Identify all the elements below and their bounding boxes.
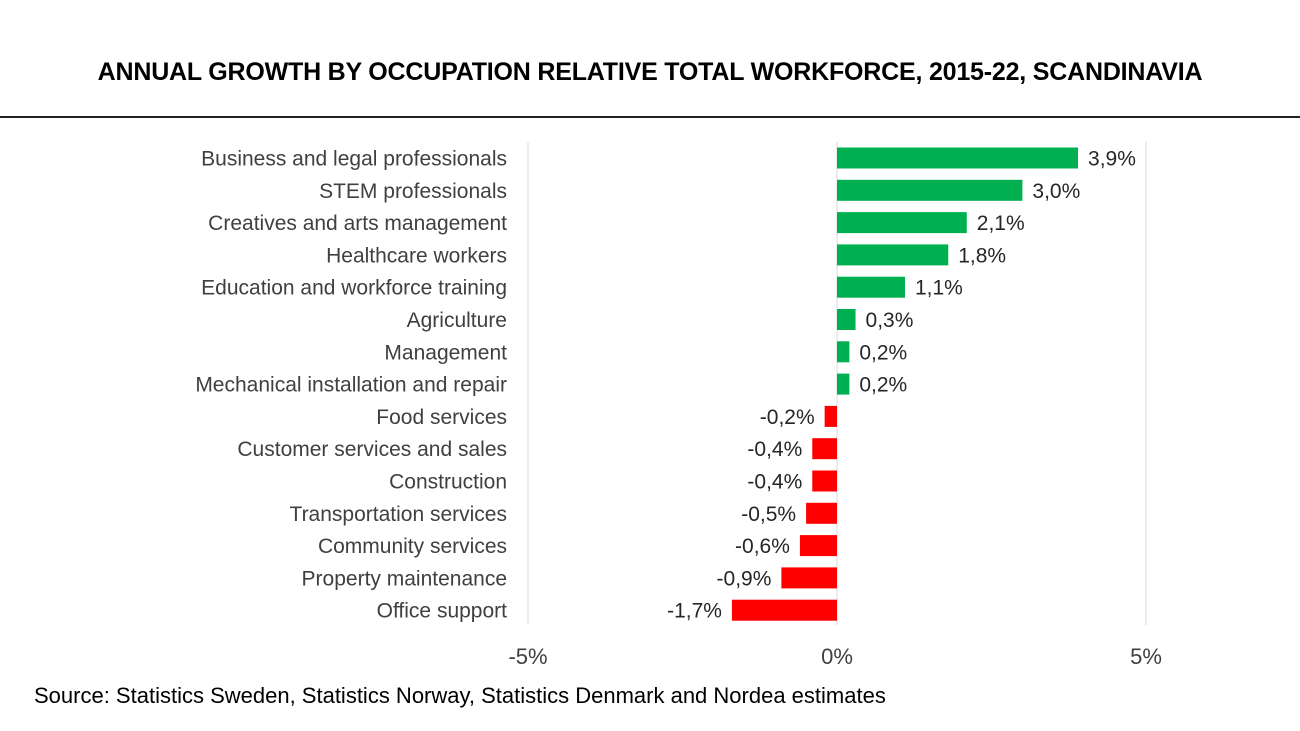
bar <box>781 567 837 589</box>
data-label: 3,0% <box>1032 180 1080 203</box>
x-tick-label: 0% <box>821 644 853 669</box>
category-label: Property maintenance <box>302 567 507 590</box>
category-label: Office support <box>377 600 508 623</box>
category-label: Food services <box>376 406 507 429</box>
data-label: -0,4% <box>747 471 802 494</box>
bar-chart: Business and legal professionals STEM pro… <box>195 142 1162 669</box>
bar <box>812 438 837 460</box>
category-label: Healthcare workers <box>326 244 507 267</box>
data-label: -0,4% <box>747 438 802 461</box>
data-label: 3,9% <box>1088 148 1136 171</box>
category-label: Business and legal professionals <box>201 148 507 171</box>
source-note: Source: Statistics Sweden, Statistics No… <box>34 683 886 708</box>
data-label: -1,7% <box>667 600 722 623</box>
category-label: Construction <box>389 471 507 494</box>
data-label: -0,9% <box>717 567 772 590</box>
category-label: Agriculture <box>407 309 507 332</box>
bar <box>806 502 837 524</box>
chart-title: ANNUAL GROWTH BY OCCUPATION RELATIVE TOT… <box>97 58 1203 86</box>
bar <box>837 244 949 266</box>
data-label: -0,2% <box>760 406 815 429</box>
data-label: 1,1% <box>915 277 963 300</box>
bar <box>731 599 837 621</box>
x-tick-label: 5% <box>1130 644 1162 669</box>
bar <box>837 276 905 298</box>
bar <box>837 147 1079 169</box>
data-label: 1,8% <box>958 244 1006 267</box>
bar <box>837 212 967 234</box>
data-label: 0,2% <box>859 374 907 397</box>
data-label: 0,3% <box>866 309 914 332</box>
bar <box>837 373 850 395</box>
x-tick-label: -5% <box>508 644 547 669</box>
category-label: Transportation services <box>290 503 507 526</box>
category-label: Mechanical installation and repair <box>195 374 507 397</box>
category-label: Education and workforce training <box>201 277 507 300</box>
bar <box>837 309 856 330</box>
category-label: Creatives and arts management <box>208 212 507 235</box>
category-label: STEM professionals <box>319 180 507 203</box>
bar <box>837 179 1023 201</box>
data-label: -0,5% <box>741 503 796 526</box>
bars <box>731 147 1079 621</box>
value-labels: 3,9% 3,0% 2,1% 1,8% 1,1%0,3% 0,2% 0,2% -0,2% -0,… <box>667 148 1136 623</box>
bar <box>837 341 850 363</box>
category-label: Management <box>384 341 507 364</box>
data-label: 0,2% <box>859 341 907 364</box>
category-label: Community services <box>318 535 507 558</box>
data-label: 2,1% <box>977 212 1025 235</box>
title-divider <box>0 116 1300 118</box>
category-labels: Business and legal professionals STEM pro… <box>195 148 507 623</box>
bar <box>824 405 837 427</box>
x-axis-tick-labels: -5% 0% 5% <box>508 644 1161 669</box>
bar <box>799 535 837 557</box>
category-label: Customer services and sales <box>237 438 507 461</box>
data-label: -0,6% <box>735 535 790 558</box>
bar <box>812 470 837 492</box>
